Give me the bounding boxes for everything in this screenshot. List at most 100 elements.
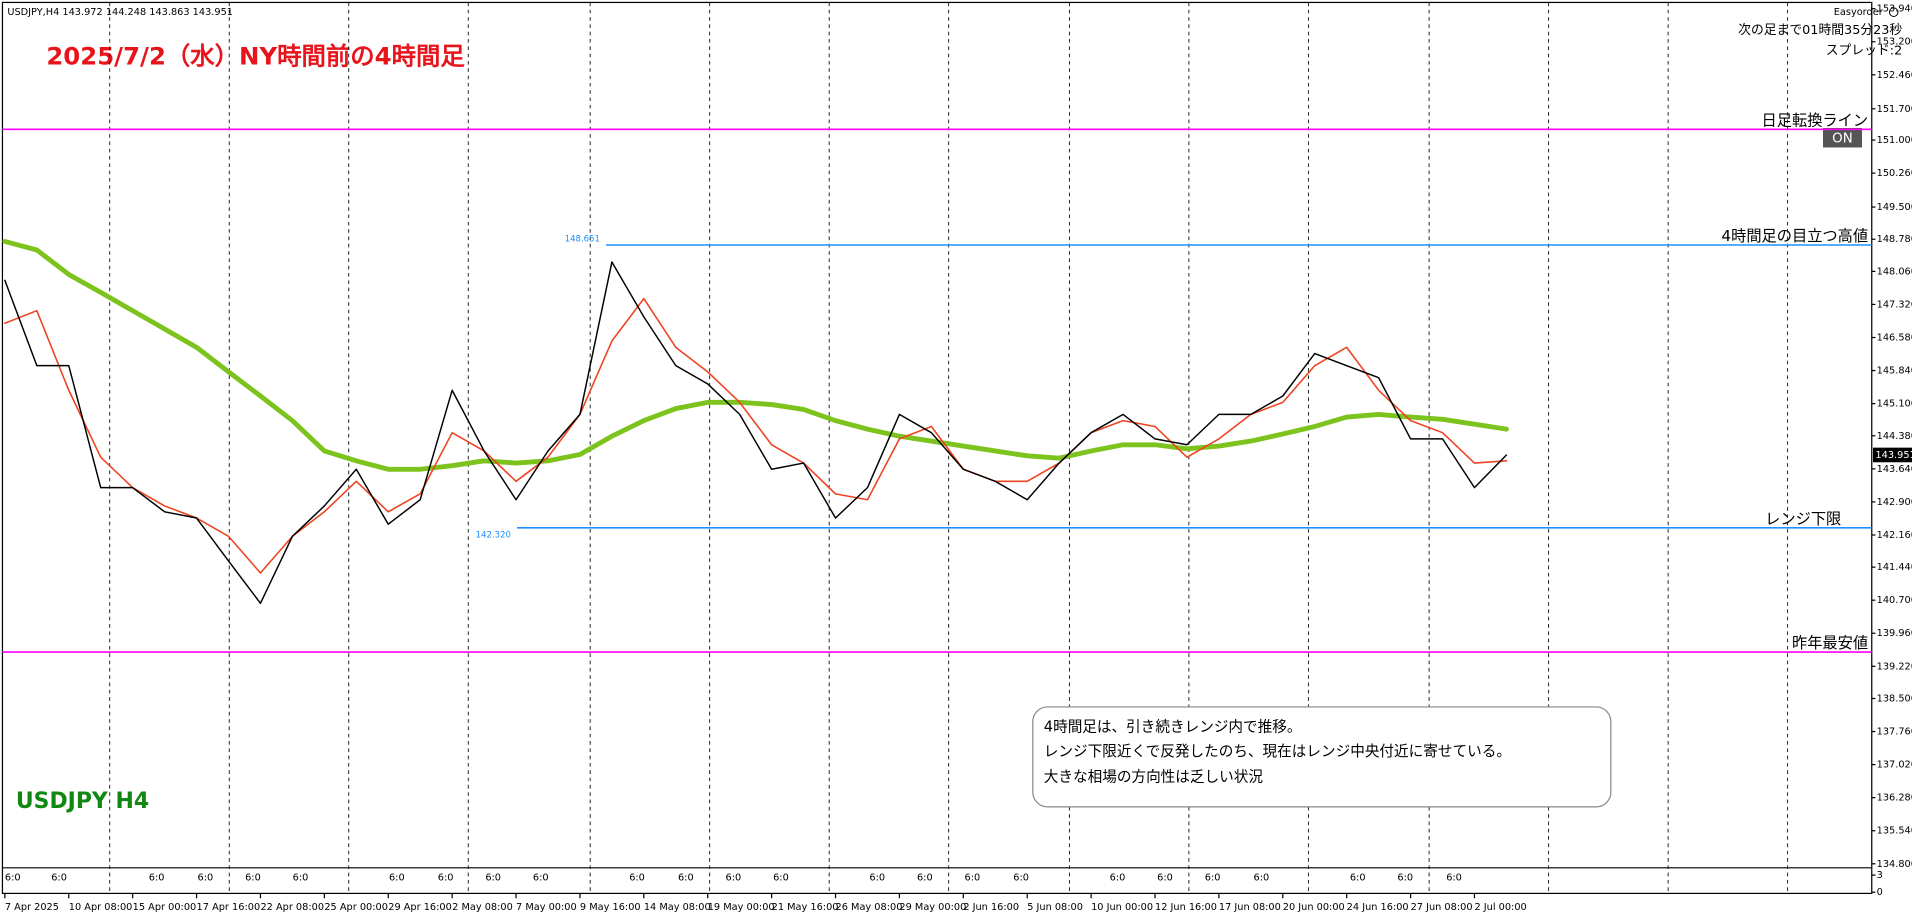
x-tick-label: 29 Apr 16:00 — [388, 902, 452, 913]
chart-title: 2025/7/2（水）NY時間前の4時間足 — [46, 41, 465, 70]
x-tick-label: 9 May 16:00 — [580, 902, 641, 913]
header: USDJPY,H4 143.972 144.248 143.863 143.95… — [7, 7, 233, 18]
x-tick-label: 29 May 00:00 — [899, 902, 966, 913]
level-label: 4時間足の目立つ高値 — [1721, 227, 1868, 245]
session-label: 6:0 — [965, 873, 981, 884]
y-tick-label: 153.940 — [1877, 4, 1912, 15]
x-tick-label: 10 Jun 00:00 — [1091, 902, 1153, 913]
session-label: 6:0 — [1397, 873, 1413, 884]
volume-tick-label: 3 — [1877, 870, 1883, 881]
note-line: 4時間足は、引き続きレンジ内で推移。 — [1044, 719, 1302, 736]
y-tick-label: 143.640 — [1877, 464, 1912, 475]
y-tick-label: 152.460 — [1877, 70, 1912, 81]
current-price-label: 143.951 — [1875, 450, 1912, 461]
y-tick-label: 141.440 — [1877, 562, 1912, 573]
y-tick-label: 137.760 — [1877, 727, 1912, 738]
session-label: 6:0 — [1446, 873, 1462, 884]
x-tick-label: 21 May 16:00 — [772, 902, 839, 913]
session-label: 6:0 — [293, 873, 309, 884]
note-line: 大きな相場の方向性は乏しい状況 — [1044, 769, 1264, 786]
y-tick-label: 134.800 — [1877, 859, 1912, 870]
price-line — [2, 239, 1509, 472]
y-tick-label: 147.320 — [1877, 299, 1912, 310]
y-tick-label: 150.260 — [1877, 168, 1912, 179]
session-label: 6:0 — [533, 873, 549, 884]
y-tick-label: 153.200 — [1877, 37, 1912, 48]
volume-tick-label: 0 — [1877, 887, 1883, 898]
plot-frame — [1, 1, 1873, 895]
plugin-icon[interactable] — [1888, 7, 1899, 17]
session-label: 6:0 — [485, 873, 501, 884]
symbol-label: USDJPY H4 — [16, 789, 149, 814]
session-label: 6:0 — [869, 873, 885, 884]
y-tick-label: 149.500 — [1877, 202, 1912, 213]
x-tick-label: 20 Jun 00:00 — [1283, 902, 1345, 913]
y-tick-label: 145.840 — [1877, 366, 1912, 377]
session-label: 6:0 — [1254, 873, 1270, 884]
x-tick-label: 15 Apr 00:00 — [133, 902, 197, 913]
plugin-name: Easyorder — [1834, 7, 1884, 18]
y-tick-label: 139.960 — [1877, 628, 1912, 639]
current-price-box — [1872, 447, 1912, 463]
x-tick-label: 10 Apr 08:00 — [69, 902, 133, 913]
session-label: 6:0 — [1157, 873, 1173, 884]
session-label: 6:0 — [629, 873, 645, 884]
x-tick-label: 17 Jun 08:00 — [1219, 902, 1281, 913]
y-tick-label: 146.580 — [1877, 333, 1912, 344]
price-line — [4, 261, 1508, 605]
y-tick-label: 138.500 — [1877, 693, 1912, 704]
toggle-button[interactable] — [1822, 127, 1863, 148]
session-label: 6:0 — [51, 873, 67, 884]
y-tick-label: 136.280 — [1877, 793, 1912, 804]
x-tick-label: 7 Apr 2025 — [5, 902, 59, 913]
x-tick-label: 7 May 00:00 — [516, 902, 577, 913]
session-label: 6:0 — [5, 873, 21, 884]
x-tick-label: 24 Jun 16:00 — [1347, 902, 1409, 913]
x-tick-label: 5 Jun 08:00 — [1027, 902, 1083, 913]
spread: スプレッド:2 — [1826, 44, 1902, 59]
session-label: 6:0 — [149, 873, 165, 884]
y-tick-label: 148.780 — [1877, 234, 1912, 245]
y-tick-label: 142.160 — [1877, 530, 1912, 541]
x-tick-label: 25 Apr 00:00 — [324, 902, 388, 913]
level-value-label: 142.320 — [476, 531, 511, 541]
level-value-label: 148.651 — [565, 234, 600, 244]
y-tick-label: 140.700 — [1877, 595, 1912, 606]
x-tick-label: 19 May 00:00 — [708, 902, 775, 913]
level-label: 昨年最安値 — [1792, 634, 1868, 652]
x-tick-label: 22 Apr 08:00 — [260, 902, 324, 913]
x-tick-label: 14 May 08:00 — [644, 902, 711, 913]
y-tick-label: 144.380 — [1877, 431, 1912, 442]
session-label: 6:0 — [678, 873, 694, 884]
session-label: 6:0 — [1110, 873, 1126, 884]
x-tick-label: 2 May 08:00 — [452, 902, 513, 913]
session-label: 6:0 — [773, 873, 789, 884]
session-label: 6:0 — [1205, 873, 1221, 884]
y-tick-label: 145.100 — [1877, 399, 1912, 410]
x-tick-label: 2 Jul 00:00 — [1474, 902, 1526, 913]
toggle-button-label[interactable]: ON — [1832, 131, 1853, 146]
y-tick-label: 151.700 — [1877, 104, 1912, 115]
y-tick-label: 148.060 — [1877, 266, 1912, 277]
level-label: 日足転換ライン — [1762, 111, 1869, 129]
y-tick-label: 142.900 — [1877, 497, 1912, 508]
session-label: 6:0 — [1013, 873, 1029, 884]
note-line: レンジ下限近くで反発したのち、現在はレンジ中央付近に寄せている。 — [1044, 743, 1511, 760]
session-label: 6:0 — [198, 873, 214, 884]
note-box — [1032, 706, 1612, 808]
x-tick-label: 27 Jun 08:00 — [1411, 902, 1473, 913]
y-tick-label: 139.220 — [1877, 661, 1912, 672]
x-tick-label: 17 Apr 16:00 — [197, 902, 261, 913]
session-label: 6:0 — [1350, 873, 1366, 884]
y-tick-label: 135.540 — [1877, 826, 1912, 837]
level-label: レンジ下限 — [1765, 510, 1841, 528]
y-tick-label: 137.020 — [1877, 760, 1912, 771]
x-tick-label: 26 May 08:00 — [836, 902, 903, 913]
countdown: 次の足まで01時間35分23秒 — [1738, 23, 1902, 38]
session-label: 6:0 — [389, 873, 405, 884]
session-label: 6:0 — [726, 873, 742, 884]
session-label: 6:0 — [245, 873, 261, 884]
session-label: 6:0 — [917, 873, 933, 884]
